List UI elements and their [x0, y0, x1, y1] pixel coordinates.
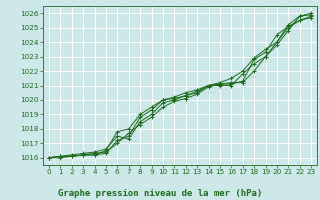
- Text: Graphe pression niveau de la mer (hPa): Graphe pression niveau de la mer (hPa): [58, 189, 262, 198]
